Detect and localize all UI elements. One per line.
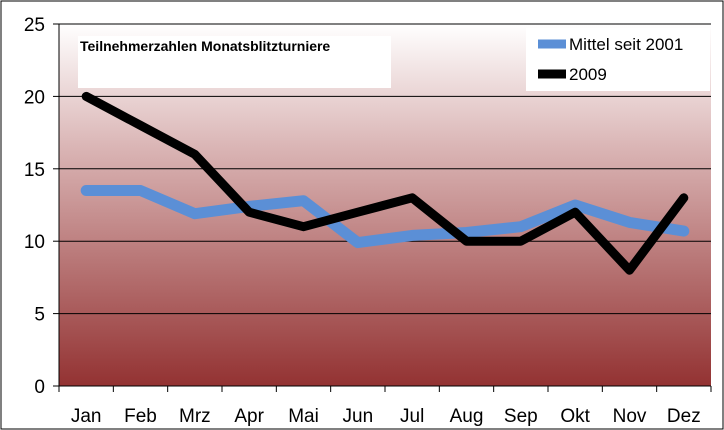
data-point <box>629 269 630 271</box>
y-tick-label: 25 <box>24 15 45 36</box>
data-point <box>194 213 196 215</box>
series-line-mittel <box>80 185 690 249</box>
data-point <box>357 211 359 213</box>
data-point <box>303 200 304 202</box>
y-tick-label: 10 <box>24 232 45 253</box>
data-point <box>466 232 467 234</box>
x-tick-labels: Jan Feb Mrz Apr Mai Jun Jul Aug Sep Okt Nov Dez <box>71 406 701 427</box>
data-point <box>140 124 141 126</box>
x-tick-label: Okt <box>560 406 590 427</box>
x-tick-label: Feb <box>124 406 157 427</box>
x-tick-label: Apr <box>234 406 264 427</box>
title-box: Teilnehmerzahlen Monatsblitzturniere <box>78 36 391 88</box>
legend-label-mittel: Mittel seit 2001 <box>569 35 683 54</box>
y-tick-labels: 0 5 10 15 20 25 <box>24 15 45 398</box>
data-point <box>85 95 87 97</box>
data-point <box>520 226 522 228</box>
axes <box>58 24 712 392</box>
data-point <box>85 190 87 192</box>
legend: Mittel seit 2001 2009 <box>526 28 710 91</box>
data-point <box>574 211 576 213</box>
chart-title: Teilnehmerzahlen Monatsblitzturniere <box>80 38 330 54</box>
x-tick-label: Jun <box>343 406 374 427</box>
data-point <box>411 234 413 236</box>
x-tick-label: Mrz <box>179 406 211 427</box>
data-point <box>683 230 685 232</box>
x-tick-label: Nov <box>613 406 647 427</box>
data-point <box>357 242 359 244</box>
x-tick-label: Mai <box>288 406 319 427</box>
data-point <box>140 190 141 192</box>
data-point <box>466 240 467 242</box>
y-tick-label: 0 <box>34 377 45 398</box>
x-tick-label: Jan <box>71 406 102 427</box>
data-point <box>411 197 413 199</box>
title-background <box>78 36 391 88</box>
x-tick-label: Jul <box>400 406 424 427</box>
data-point <box>248 211 250 213</box>
data-point <box>683 197 685 199</box>
legend-label-2009: 2009 <box>569 65 607 84</box>
y-tick-label: 15 <box>24 160 45 181</box>
y-tick-label: 5 <box>34 305 45 326</box>
series-lines <box>80 91 690 275</box>
legend-box <box>526 28 710 91</box>
data-point <box>629 221 630 223</box>
y-tick-label: 20 <box>24 87 45 108</box>
series-line-2009 <box>81 91 689 275</box>
data-point <box>194 153 196 155</box>
data-point <box>303 226 304 228</box>
x-tick-label: Dez <box>667 406 701 427</box>
data-point <box>520 240 522 242</box>
x-tick-label: Aug <box>450 406 484 427</box>
data-point <box>574 204 576 206</box>
x-tick-label: Sep <box>504 406 538 427</box>
